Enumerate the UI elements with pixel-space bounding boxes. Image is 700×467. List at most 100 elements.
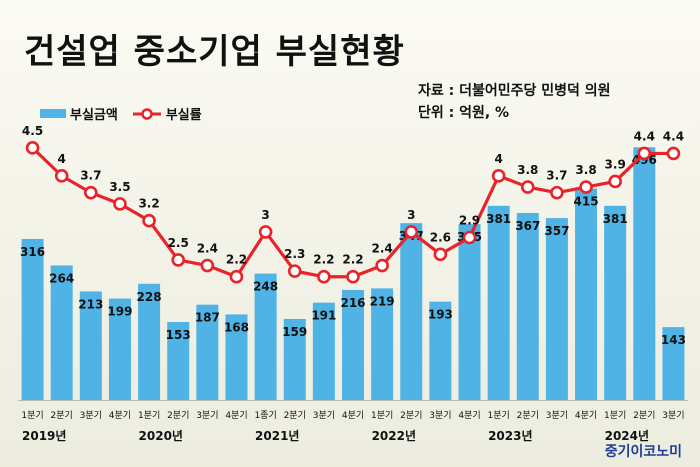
rate-value-label: 4.5 bbox=[22, 124, 43, 138]
rate-value-label: 4 bbox=[494, 152, 502, 166]
bar bbox=[487, 205, 510, 400]
bar bbox=[79, 291, 102, 400]
bar-value-label: 228 bbox=[137, 290, 162, 304]
rate-marker bbox=[142, 213, 156, 228]
bar bbox=[662, 327, 685, 400]
x-tick-label: 3분기 bbox=[429, 410, 451, 421]
bar bbox=[254, 273, 277, 400]
rate-value-label: 3.9 bbox=[605, 157, 626, 171]
x-tick-label: 1분기 bbox=[488, 410, 510, 421]
rate-value-label: 4.4 bbox=[663, 129, 684, 143]
x-tick-label: 1종기 bbox=[254, 410, 276, 421]
year-label: 2021년 bbox=[255, 429, 299, 443]
bar-value-label: 193 bbox=[428, 308, 453, 322]
rate-marker bbox=[25, 141, 40, 155]
bar-value-label: 316 bbox=[20, 245, 45, 259]
x-tick-label: 2분기 bbox=[633, 410, 655, 421]
x-tick-label: 3분기 bbox=[662, 410, 684, 421]
rate-marker bbox=[666, 146, 681, 161]
rate-marker bbox=[171, 253, 186, 267]
x-tick-label: 4분기 bbox=[225, 410, 247, 421]
bar-value-label: 159 bbox=[282, 325, 307, 339]
bar bbox=[225, 314, 248, 400]
rate-marker bbox=[84, 185, 98, 200]
bar bbox=[283, 318, 306, 400]
legend-item-bar: 부실금액 bbox=[40, 104, 118, 123]
brand-logo-text: 중기이코노미 bbox=[604, 444, 682, 460]
rate-value-label: 3.7 bbox=[546, 169, 567, 183]
rate-value-label: 3.8 bbox=[575, 163, 596, 177]
rate-value-label: 3.2 bbox=[138, 197, 159, 211]
bar bbox=[21, 238, 44, 400]
bar-value-label: 415 bbox=[574, 195, 599, 209]
rate-value-label: 4 bbox=[58, 152, 66, 166]
bar bbox=[400, 223, 423, 400]
x-tick-label: 1분기 bbox=[604, 410, 626, 421]
x-tick-label: 3분기 bbox=[196, 410, 218, 421]
legend-label-line: 부실률 bbox=[165, 108, 202, 123]
x-tick-label: 1분기 bbox=[138, 410, 160, 421]
bar bbox=[604, 205, 627, 400]
rate-marker bbox=[404, 225, 419, 239]
x-tick-label: 1분기 bbox=[21, 410, 43, 421]
x-tick-label: 2분기 bbox=[51, 410, 73, 421]
bar-value-label: 357 bbox=[544, 224, 569, 238]
year-label: 2022년 bbox=[372, 429, 416, 443]
legend-bar-swatch bbox=[40, 109, 66, 118]
bar bbox=[633, 147, 656, 400]
rate-marker bbox=[579, 180, 593, 194]
rate-value-label: 2.2 bbox=[313, 253, 334, 267]
rate-value-label: 3 bbox=[261, 208, 269, 222]
rate-marker bbox=[317, 269, 331, 284]
legend: 부실금액 부실률 bbox=[40, 104, 202, 123]
rate-value-label: 2.4 bbox=[197, 242, 218, 256]
rate-marker bbox=[258, 225, 273, 239]
bar-value-label: 199 bbox=[107, 305, 132, 319]
x-tick-label: 2분기 bbox=[517, 410, 539, 421]
bar-value-label: 168 bbox=[224, 320, 249, 334]
bar-value-label: 191 bbox=[311, 309, 336, 323]
chart-title: 건설업 중소기업 부실현황 bbox=[24, 32, 405, 72]
x-tick-label: 3분기 bbox=[80, 410, 102, 421]
bar bbox=[371, 288, 394, 400]
year-label: 2020년 bbox=[139, 429, 183, 443]
bar-value-label: 367 bbox=[515, 219, 540, 233]
year-label: 2024년 bbox=[605, 429, 649, 443]
rate-value-label: 2.5 bbox=[168, 236, 189, 250]
rate-value-label: 2.9 bbox=[459, 214, 480, 228]
x-tick-label: 4분기 bbox=[109, 410, 131, 421]
bar-value-label: 381 bbox=[603, 212, 628, 226]
x-tick-label: 4분기 bbox=[575, 410, 597, 421]
bar-value-label: 216 bbox=[340, 296, 365, 310]
rate-value-label: 3 bbox=[407, 208, 415, 222]
bar-value-label: 381 bbox=[486, 212, 511, 226]
rate-marker bbox=[346, 269, 360, 284]
rate-marker bbox=[113, 197, 127, 211]
x-tick-label: 4분기 bbox=[458, 410, 480, 421]
x-tick-label: 1분기 bbox=[371, 410, 393, 421]
x-tick-label: 3분기 bbox=[546, 410, 568, 421]
bar-value-label: 213 bbox=[78, 297, 103, 311]
rate-value-label: 2.3 bbox=[284, 247, 305, 261]
rate-marker bbox=[433, 247, 448, 262]
bar-value-label: 248 bbox=[253, 280, 278, 294]
bar-value-label: 143 bbox=[661, 333, 686, 347]
x-tick-label: 3분기 bbox=[313, 410, 335, 421]
rate-value-label: 3.5 bbox=[109, 180, 130, 194]
rate-marker bbox=[375, 258, 389, 273]
x-tick-label: 2분기 bbox=[284, 410, 306, 421]
bar-value-label: 187 bbox=[195, 311, 220, 325]
rate-marker bbox=[200, 258, 215, 273]
bar-value-label: 219 bbox=[370, 294, 395, 308]
rate-marker bbox=[287, 264, 302, 278]
bar-value-label: 264 bbox=[49, 271, 74, 285]
year-label: 2023년 bbox=[488, 429, 532, 443]
rate-marker bbox=[462, 230, 477, 245]
rate-value-label: 3.7 bbox=[80, 169, 101, 183]
rate-marker bbox=[229, 269, 244, 284]
rate-marker bbox=[550, 185, 564, 200]
bar bbox=[196, 304, 219, 400]
bar bbox=[312, 302, 335, 400]
bar bbox=[50, 265, 73, 400]
